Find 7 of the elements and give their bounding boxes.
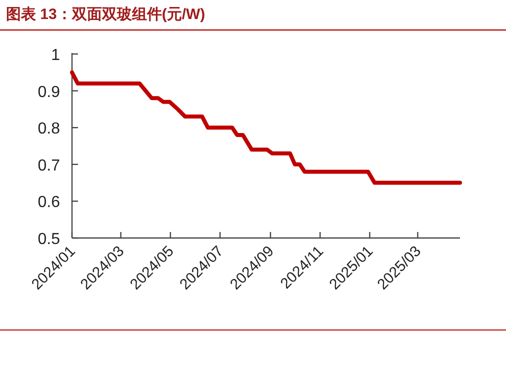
y-tick-label: 0.8 xyxy=(38,120,60,138)
y-tick-label: 1 xyxy=(51,47,60,64)
y-tick-label: 0.5 xyxy=(38,231,60,248)
chart-title: 图表 13：双面双玻组件(元/W) xyxy=(6,6,206,23)
y-tick-label: 0.6 xyxy=(38,194,60,212)
y-tick-label: 0.7 xyxy=(38,157,60,174)
y-tick-label: 0.9 xyxy=(38,84,60,101)
